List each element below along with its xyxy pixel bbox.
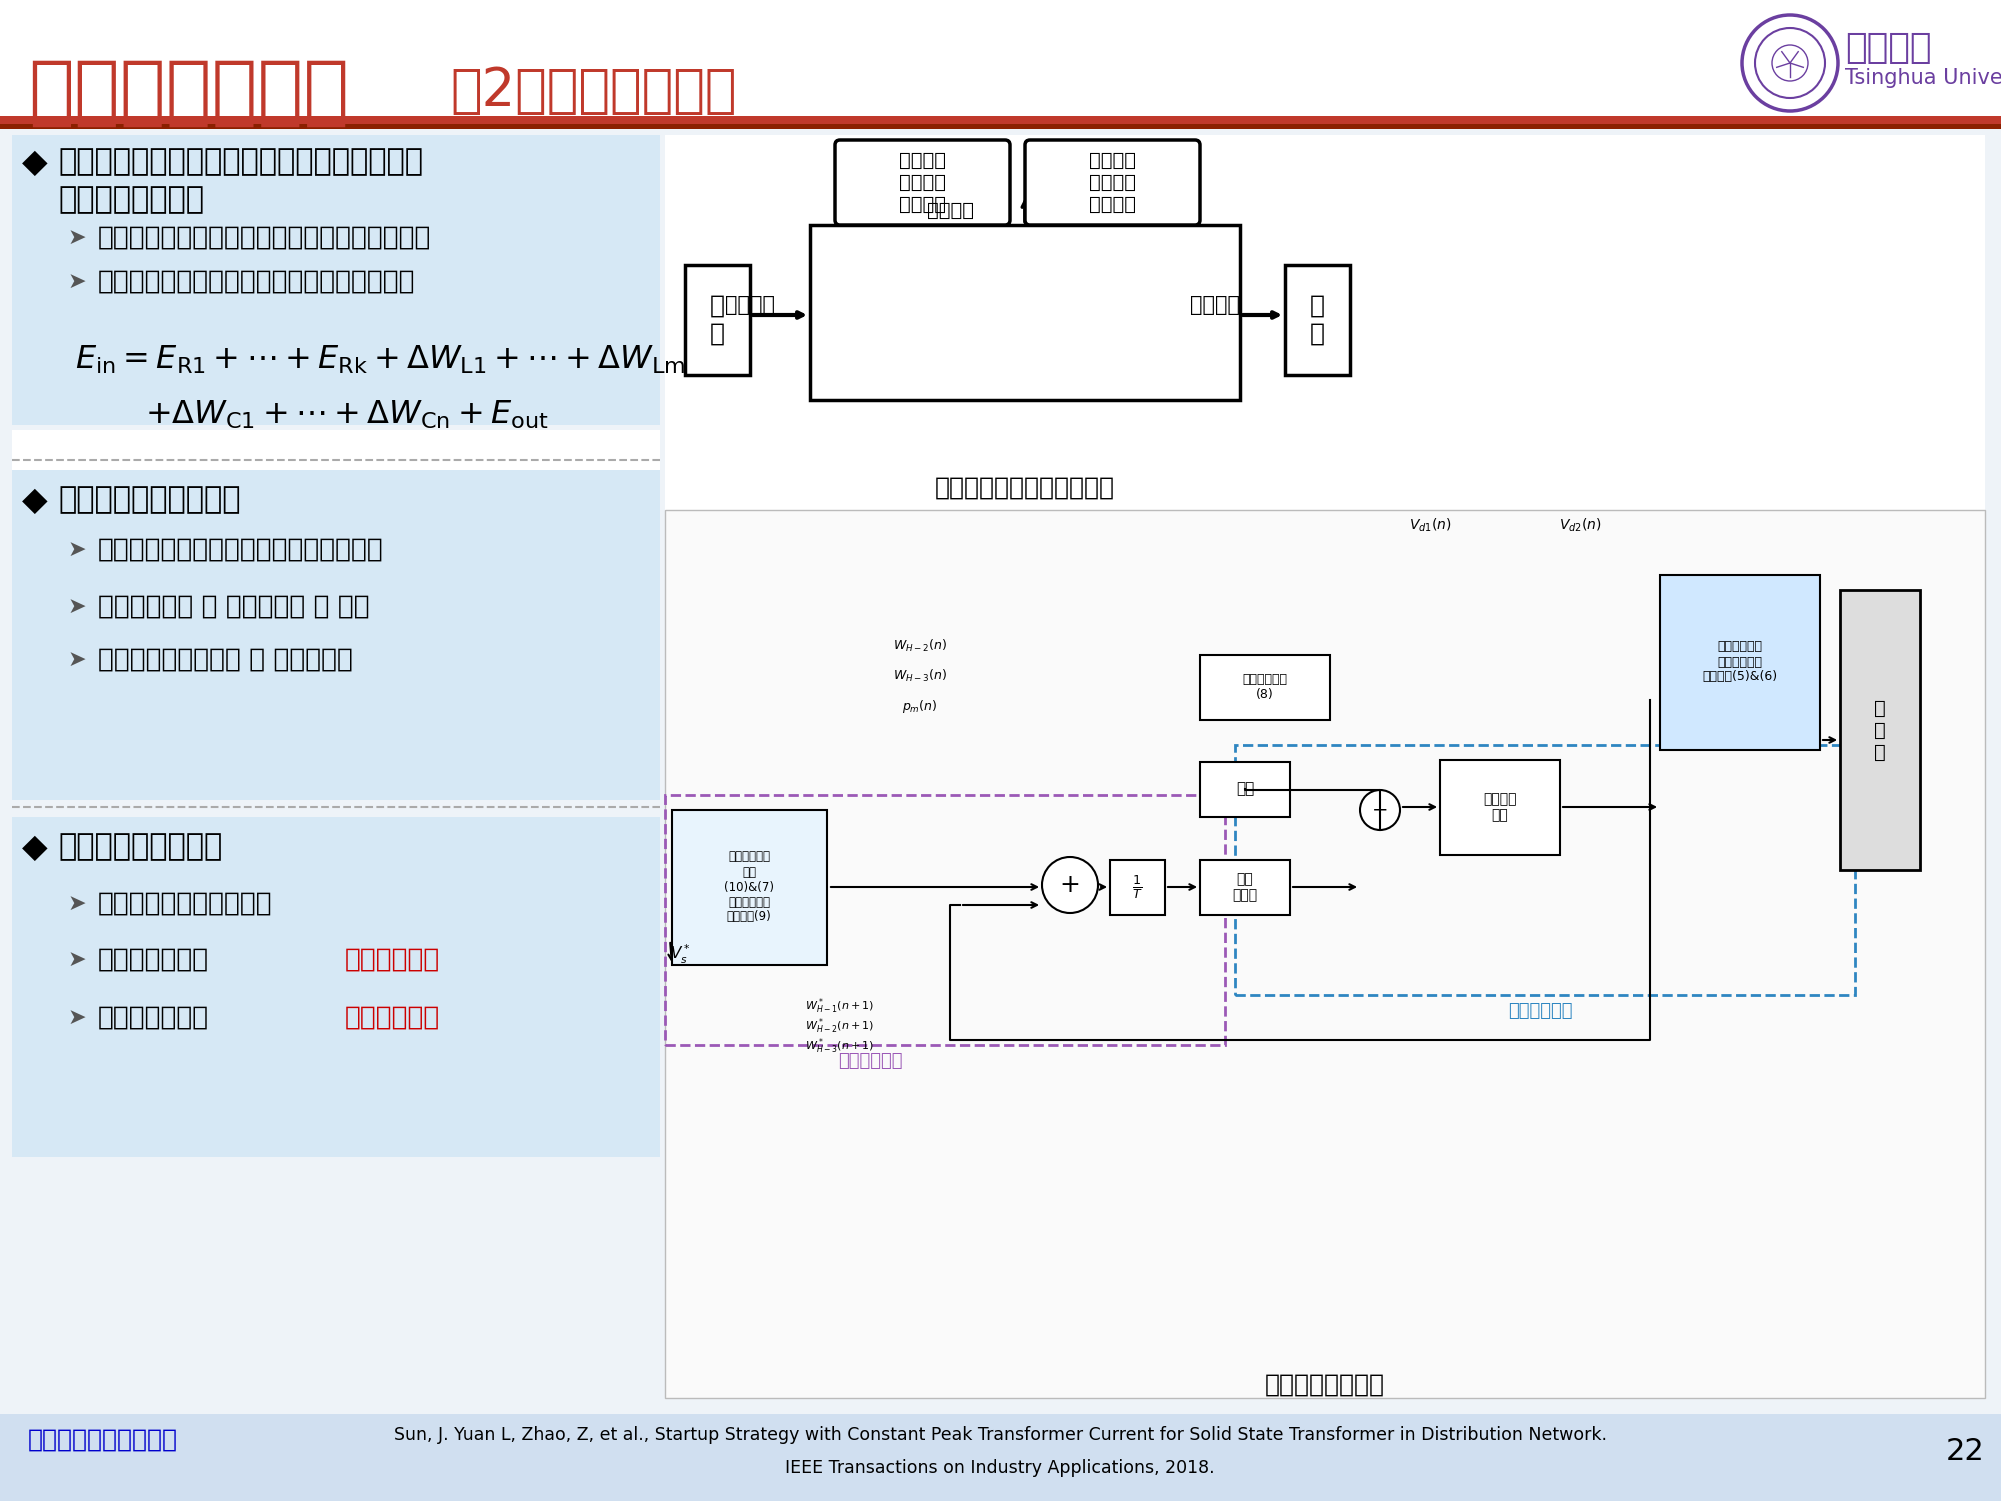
Text: 前馈: 前馈: [1237, 782, 1255, 797]
Text: $p_m(n)$: $p_m(n)$: [902, 698, 938, 714]
Text: 输入能量: 输入能量: [724, 296, 774, 315]
Text: Tsinghua University: Tsinghua University: [1845, 68, 2001, 89]
Bar: [672, 811, 826, 965]
Bar: [12, 135, 660, 425]
Bar: [1111, 860, 1165, 916]
Text: 电
源: 电 源: [710, 294, 724, 345]
Text: 能量守恒：电磁储能稳定保持在其目标能量值: 能量守恒：电磁储能稳定保持在其目标能量值: [98, 269, 416, 296]
Text: 功率控制内环: 功率控制内环: [1507, 1003, 1573, 1021]
Text: 混杂系统控制理论解释: 混杂系统控制理论解释: [58, 485, 240, 515]
Text: 能量控制外环 ＝ 比例控制器 ＋ 前馈: 能量控制外环 ＝ 比例控制器 ＋ 前馈: [98, 594, 370, 620]
Text: 输出能量: 输出能量: [1191, 296, 1241, 315]
Text: 输出功率测量
(8): 输出功率测量 (8): [1243, 672, 1287, 701]
Text: 能量平衡控制框图: 能量平衡控制框图: [1265, 1373, 1385, 1397]
Text: 能量平衡控制的优势: 能量平衡控制的优势: [58, 833, 222, 862]
Bar: [1661, 575, 1821, 750]
Bar: [1201, 860, 1291, 916]
Bar: [664, 796, 1225, 1045]
Text: 22: 22: [1945, 1438, 1985, 1466]
Bar: [1841, 590, 1921, 871]
Bar: [1285, 266, 1351, 375]
Text: （2）能量平衡控制: （2）能量平衡控制: [450, 65, 736, 117]
Text: 三
电
平: 三 电 平: [1875, 698, 1885, 761]
Text: $\frac{1}{T}$: $\frac{1}{T}$: [1133, 874, 1143, 901]
Text: 提高控制速度: 提高控制速度: [344, 947, 440, 973]
Bar: [12, 817, 660, 1157]
Text: +: +: [1373, 800, 1389, 820]
Bar: [12, 470, 660, 800]
Text: 基于瞬态能量平衡，控制对象转换为储能元件: 基于瞬态能量平衡，控制对象转换为储能元件: [58, 147, 422, 177]
Text: 仅为比例控制，: 仅为比例控制，: [98, 947, 210, 973]
Text: 以储能元件的能量（状态量）作为比较量: 以储能元件的能量（状态量）作为比较量: [98, 537, 384, 563]
Text: ◆: ◆: [22, 483, 48, 516]
Text: 比例
控制器: 比例 控制器: [1233, 872, 1257, 902]
Bar: [1201, 654, 1331, 720]
Text: ◆: ◆: [22, 830, 48, 863]
Bar: [0, 116, 2001, 125]
Text: 变换系统中能量分布和流向: 变换系统中能量分布和流向: [934, 476, 1115, 500]
Text: ➤: ➤: [68, 272, 86, 293]
Bar: [684, 266, 750, 375]
Text: 利用前馈信息，: 利用前馈信息，: [98, 1006, 210, 1031]
Bar: [664, 510, 1985, 1397]
Text: 负
载: 负 载: [1309, 294, 1325, 345]
Text: 《电工技术学报》发布: 《电工技术学报》发布: [28, 1427, 178, 1451]
Text: $V_{d2}(n)$: $V_{d2}(n)$: [1559, 516, 1601, 534]
Text: 能量不能突变：电磁储能快速跟踪目标稳态能量: 能量不能突变：电磁储能快速跟踪目标稳态能量: [98, 225, 432, 251]
Text: $V_s^*$: $V_s^*$: [670, 943, 690, 967]
Text: 可以同时控制多个状态量: 可以同时控制多个状态量: [98, 892, 272, 917]
Text: 目标稳态能量
计算
(10)&(7)
稳态等效电阵
损耗计算(9): 目标稳态能量 计算 (10)&(7) 稳态等效电阵 损耗计算(9): [724, 851, 774, 923]
Text: $E_{\rm in} = E_{\rm R1} + \cdots + E_{\rm Rk} + \Delta W_{\rm L1} + \cdots + \D: $E_{\rm in} = E_{\rm R1} + \cdots + E_{\…: [74, 344, 686, 377]
Bar: [0, 125, 2001, 129]
Text: $W_{H-3}^*(n+1)$: $W_{H-3}^*(n+1)$: [804, 1037, 874, 1057]
Bar: [810, 225, 1241, 399]
Text: 容性元件
中储存的
电场能量: 容性元件 中储存的 电场能量: [1089, 150, 1135, 213]
Bar: [1235, 744, 1855, 995]
Text: 有功功率计算
无功功率计算
储能计算(5)&(6): 有功功率计算 无功功率计算 储能计算(5)&(6): [1703, 641, 1777, 683]
Bar: [12, 429, 660, 575]
Text: $W_{H-2}^*(n+1)$: $W_{H-2}^*(n+1)$: [804, 1016, 874, 1036]
Text: ➤: ➤: [68, 597, 86, 617]
Bar: [1441, 760, 1561, 856]
Text: Sun, J. Yuan L, Zhao, Z, et al., Startup Strategy with Constant Peak Transformer: Sun, J. Yuan L, Zhao, Z, et al., Startup…: [394, 1426, 1607, 1444]
Bar: [0, 0, 2001, 128]
Text: 非线性能量平衡方程 ＝ 精确线性化: 非线性能量平衡方程 ＝ 精确线性化: [98, 647, 352, 672]
Bar: [0, 129, 2001, 1414]
Text: 直接功率
控制: 直接功率 控制: [1483, 793, 1517, 823]
Text: ➤: ➤: [68, 650, 86, 669]
FancyBboxPatch shape: [1025, 140, 1201, 225]
Text: 电阵损耗: 电阵损耗: [926, 201, 974, 219]
Text: 感性元件
中储存的
磁场能量: 感性元件 中储存的 磁场能量: [898, 150, 946, 213]
Text: 能量控制外环: 能量控制外环: [838, 1052, 902, 1070]
Text: ➤: ➤: [68, 950, 86, 970]
Text: +: +: [1061, 874, 1081, 898]
Text: $W_{H-2}(n)$: $W_{H-2}(n)$: [892, 638, 946, 654]
Circle shape: [1043, 857, 1099, 913]
FancyBboxPatch shape: [834, 140, 1011, 225]
Bar: [664, 135, 1985, 530]
Text: ➤: ➤: [68, 1009, 86, 1028]
Bar: [1201, 763, 1291, 817]
Text: ➤: ➤: [68, 895, 86, 914]
Text: IEEE Transactions on Industry Applications, 2018.: IEEE Transactions on Industry Applicatio…: [784, 1459, 1215, 1477]
Text: 四、全时域控制: 四、全时域控制: [28, 56, 348, 131]
Text: ➤: ➤: [68, 228, 86, 248]
Text: ➤: ➤: [68, 540, 86, 560]
Text: $+ \Delta W_{\rm C1} + \cdots + \Delta W_{\rm Cn} + E_{\rm out}$: $+ \Delta W_{\rm C1} + \cdots + \Delta W…: [144, 399, 548, 431]
Text: ◆: ◆: [22, 146, 48, 179]
Bar: [0, 1414, 2001, 1501]
Text: $V_{d1}(n)$: $V_{d1}(n)$: [1409, 516, 1451, 534]
Text: $W_{H-1}^*(n+1)$: $W_{H-1}^*(n+1)$: [804, 997, 874, 1016]
Text: 清华大学: 清华大学: [1845, 32, 1931, 65]
Circle shape: [1361, 790, 1401, 830]
Text: $W_{H-3}(n)$: $W_{H-3}(n)$: [892, 668, 946, 684]
Text: 中的瞬态电磁能量: 中的瞬态电磁能量: [58, 186, 204, 215]
Text: 提高控制精度: 提高控制精度: [344, 1006, 440, 1031]
